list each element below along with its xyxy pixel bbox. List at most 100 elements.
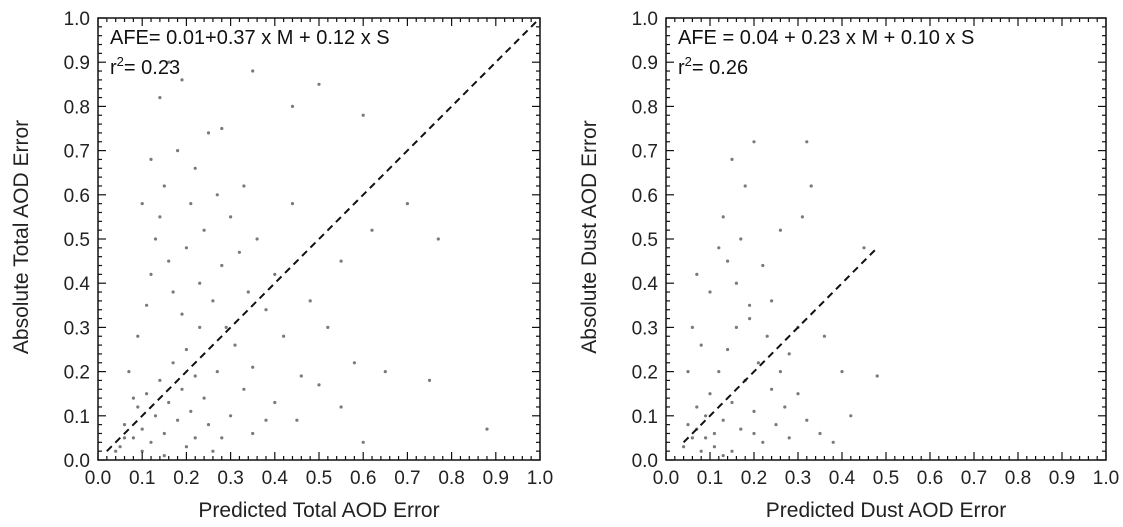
- chart-2-data-point: [730, 400, 734, 405]
- chart-1-data-point: [180, 387, 184, 391]
- chart-2-y-tick-label: 0.5: [632, 230, 658, 251]
- chart-1-x-tick-label: 0.4: [262, 468, 289, 489]
- chart-1-formula-annotation: AFE= 0.01+0.37 x M + 0.12 x S: [110, 27, 390, 49]
- chart-2-data-point: [783, 405, 787, 409]
- chart-1-data-point: [162, 431, 166, 436]
- chart-1-data-point: [184, 246, 188, 250]
- chart-1-x-tick-label: 0.2: [173, 468, 199, 489]
- chart-1-data-point: [242, 387, 246, 391]
- chart-1-data-point: [255, 237, 259, 241]
- chart-1-y-tick-label: 0.6: [64, 186, 90, 207]
- chart-1-y-tick-label: 0.7: [64, 142, 90, 163]
- chart-2-data-point: [682, 445, 686, 449]
- chart-2-data-point: [695, 405, 699, 409]
- chart-1-data-point: [171, 290, 175, 294]
- chart-1-x-tick-label: 0.0: [85, 468, 111, 489]
- chart-1-data-point: [167, 60, 171, 64]
- chart-2-data-point: [712, 445, 717, 449]
- chart-1-x-tick-label: 0.1: [129, 468, 155, 489]
- chart-1-data-point: [122, 436, 127, 440]
- chart-2-x-tick-label: 0.2: [741, 468, 767, 489]
- chart-2-data-point: [796, 392, 800, 396]
- chart-2-x-tick-label: 0.3: [785, 468, 811, 489]
- chart-2-data-point: [730, 449, 734, 453]
- chart-2-data-point: [752, 431, 756, 436]
- chart-1-data-point: [229, 414, 233, 418]
- chart-2-data-point: [690, 325, 695, 329]
- chart-1-x-tick-label: 0.9: [483, 468, 509, 489]
- chart-1-data-point: [162, 454, 166, 458]
- chart-2-data-point: [800, 215, 805, 219]
- chart-2-reference-line: [682, 247, 878, 444]
- chart-2-data-point: [765, 334, 769, 338]
- chart-2-y-tick-label: 0.2: [632, 363, 658, 384]
- chart-1-data-point: [273, 272, 277, 276]
- chart-1-data-point: [233, 343, 237, 347]
- chart-2-data-point: [840, 370, 844, 374]
- chart-1-data-point: [211, 449, 215, 453]
- chart-1-data-point: [118, 445, 122, 449]
- chart-1-data-point: [352, 361, 356, 365]
- chart-2-data-point: [774, 423, 778, 427]
- chart-1-data-point: [180, 312, 184, 316]
- chart-1-data-point: [189, 202, 193, 206]
- chart-1-data-point: [211, 299, 215, 303]
- chart-2-x-tick-label: 0.8: [1005, 468, 1031, 489]
- chart-2-data-point: [717, 246, 721, 250]
- chart-2-data-point: [822, 334, 827, 338]
- chart-1-data-point: [206, 131, 211, 135]
- chart-2-data-point: [761, 440, 765, 444]
- chart-2-data-point: [726, 347, 730, 352]
- chart-1-y-axis-label: Absolute Total AOD Error: [10, 120, 33, 354]
- chart-1-data-point: [215, 370, 219, 374]
- chart-1-data-point: [202, 396, 206, 400]
- chart-2-data-point: [708, 290, 712, 294]
- chart-1-y-tick-label: 0.2: [64, 363, 90, 384]
- chart-1-data-point: [189, 409, 193, 413]
- chart-1-data-point: [251, 431, 255, 436]
- chart-1-panel: 0.0 0.1 0.2 0.3 0.4 0.5 0.6 0.7 0.8 0.9 1.0 0.0 0.1 0…: [10, 9, 553, 522]
- chart-1-data-point: [184, 445, 188, 449]
- chart-1-data-point: [149, 157, 153, 161]
- chart-1-data-point: [171, 361, 175, 365]
- chart-2-y-axis-label: Absolute Dust AOD Error: [578, 120, 601, 353]
- chart-1-data-point: [436, 237, 440, 241]
- chart-1-data-point: [167, 400, 171, 405]
- chart-1-data-point: [317, 82, 321, 86]
- chart-2-data-point: [708, 392, 712, 396]
- chart-1-data-point: [114, 449, 118, 453]
- chart-2-data-point: [809, 184, 813, 188]
- chart-1-data-point: [246, 290, 250, 294]
- chart-1-data-point: [339, 405, 343, 409]
- chart-1-data-point: [140, 449, 144, 453]
- chart-1-x-tick-label: 0.6: [350, 468, 376, 489]
- chart-1-data-point: [180, 78, 184, 82]
- chart-1-data-point: [361, 440, 365, 444]
- chart-1-data-point: [167, 259, 171, 263]
- chart-2-x-tick-label: 0.6: [917, 468, 943, 489]
- chart-1-data-point: [127, 370, 131, 374]
- chart-2-data-point: [739, 237, 743, 241]
- chart-1-data-point: [158, 96, 162, 100]
- chart-2-data-point: [726, 259, 730, 263]
- chart-1-data-point: [140, 427, 144, 431]
- chart-2-y-tick-label: 0.0: [632, 451, 658, 472]
- chart-1-data-point: [140, 202, 144, 206]
- chart-2-data-point: [752, 140, 756, 144]
- chart-2-x-axis-label: Predicted Dust AOD Error: [766, 499, 1006, 522]
- chart-2-data-point: [752, 409, 756, 413]
- chart-1-data-point: [149, 440, 153, 444]
- chart-2-y-tick-label: 0.7: [632, 142, 658, 163]
- chart-1-data-point: [317, 383, 321, 387]
- chart-1-data-point: [251, 69, 255, 73]
- chart-1-data-point: [220, 263, 224, 268]
- chart-1-data-point: [229, 215, 233, 219]
- chart-1-data-point: [273, 400, 277, 405]
- chart-2-x-tick-label: 0.4: [829, 468, 856, 489]
- chart-1-y-tick-label: 0.1: [64, 407, 90, 428]
- chart-2-data-point: [686, 370, 690, 374]
- chart-1-y-tick-label: 0.8: [64, 97, 90, 118]
- chart-1-data-point: [158, 215, 162, 219]
- chart-1-data-point: [237, 250, 241, 254]
- chart-1-data-point: [184, 347, 188, 352]
